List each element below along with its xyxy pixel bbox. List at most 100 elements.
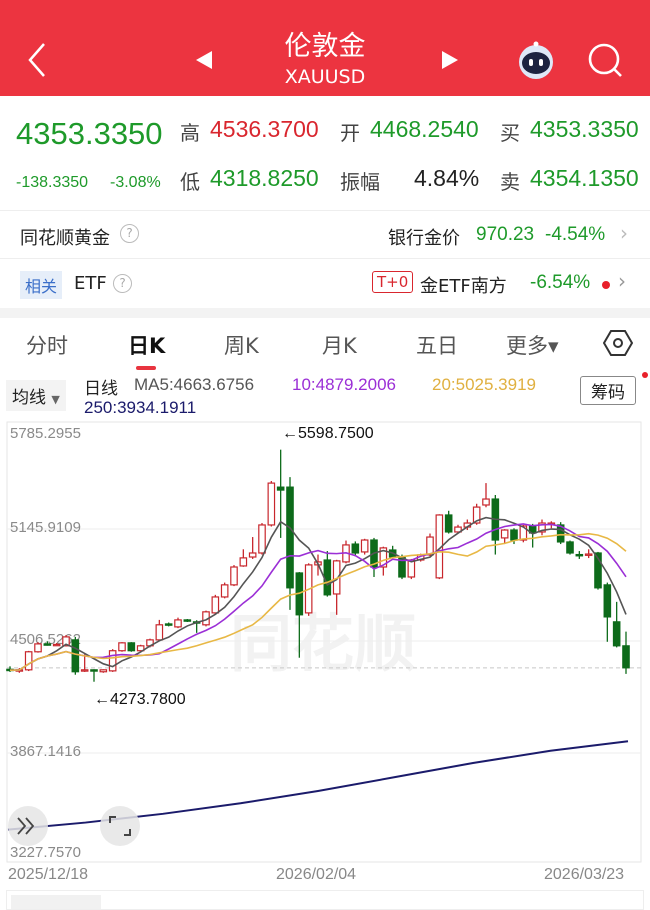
help-icon[interactable]: ? xyxy=(113,274,132,293)
tab-1[interactable]: 日K xyxy=(128,334,166,358)
candle-body xyxy=(566,541,574,554)
candle-body xyxy=(183,619,192,622)
instrument-symbol: XAUUSD xyxy=(284,66,366,88)
chevron-right-icon: › xyxy=(620,221,628,245)
etf-label: ETF xyxy=(74,273,107,294)
fullscreen-icon xyxy=(109,816,131,836)
etf-pct: -6.54% xyxy=(530,272,591,293)
robot-icon[interactable] xyxy=(514,40,558,80)
amplitude-label: 振幅 xyxy=(340,170,380,194)
candle-body xyxy=(118,642,126,652)
candle-body xyxy=(519,525,528,541)
tab-3[interactable]: 月K xyxy=(322,334,357,358)
candle-body xyxy=(164,623,173,626)
next-symbol-icon[interactable] xyxy=(440,50,460,70)
tab-4[interactable]: 五日 xyxy=(416,334,458,358)
t0-badge: T+0 xyxy=(372,271,414,293)
candle-body xyxy=(426,536,434,556)
candle-body xyxy=(62,636,70,647)
candle-body xyxy=(248,552,257,558)
candle-body xyxy=(575,553,584,557)
ma10-line xyxy=(9,523,627,671)
open-label: 开 xyxy=(340,121,360,145)
candle-body xyxy=(556,524,565,543)
last-price: 4353.3350 xyxy=(16,116,163,151)
candle-body xyxy=(71,639,80,673)
instrument-name: 伦敦金 xyxy=(284,31,366,62)
fullscreen-button[interactable] xyxy=(100,806,140,846)
chevron-right-icon: › xyxy=(618,269,626,293)
candle-body xyxy=(220,584,229,598)
ma10-value: 10:4879.2006 xyxy=(292,375,396,394)
high-value: 4536.3700 xyxy=(210,116,319,142)
expand-button[interactable] xyxy=(8,806,48,846)
candle-body xyxy=(43,643,52,646)
candle-body xyxy=(472,506,481,524)
y-tick-label: 3867.1416 xyxy=(10,743,81,760)
candle-body xyxy=(603,584,612,618)
candle-body xyxy=(230,566,238,586)
hexagon-settings-icon[interactable] xyxy=(603,328,633,358)
alert-dot xyxy=(602,281,610,289)
active-tab-indicator xyxy=(136,366,156,370)
ma20-line xyxy=(9,532,627,671)
divider xyxy=(0,308,650,318)
candle-body xyxy=(454,526,462,533)
candle-body xyxy=(239,557,248,567)
tab-2[interactable]: 周K xyxy=(224,334,259,358)
x-tick-label: 2026/03/23 xyxy=(544,866,625,883)
tab-5[interactable]: 更多▾ xyxy=(506,334,559,358)
min-price-annotation: ←4273.7800 xyxy=(94,691,186,708)
high-label: 高 xyxy=(180,121,200,145)
kline-chart[interactable]: 同花顺5785.29555145.91094506.52623867.14163… xyxy=(0,418,650,866)
ma5-line xyxy=(9,516,627,671)
candle-body xyxy=(52,643,61,647)
bank-price-pct: -4.54% xyxy=(545,224,606,245)
candle-body xyxy=(360,539,369,553)
candle-body xyxy=(136,645,145,652)
sell-label: 卖 xyxy=(500,170,520,194)
low-label: 低 xyxy=(180,170,200,194)
candle-body xyxy=(211,596,220,614)
candle-body xyxy=(155,624,164,641)
back-icon[interactable] xyxy=(26,42,48,78)
candle-body xyxy=(500,529,509,539)
chips-button[interactable]: 筹码 xyxy=(580,376,636,405)
gold-row[interactable]: 同花顺黄金 ? 银行金价 970.23 -4.54% › xyxy=(0,210,650,258)
candle-body xyxy=(174,619,182,628)
bank-price-label: 银行金价 xyxy=(388,228,460,249)
x-tick-label: 2025/12/18 xyxy=(8,866,89,883)
x-tick-label: 2026/02/04 xyxy=(276,866,357,883)
watermark-logo: 同花顺 xyxy=(230,607,416,680)
sell-value: 4354.1350 xyxy=(530,165,639,191)
candle-body xyxy=(286,486,294,589)
volume-selector[interactable] xyxy=(11,895,101,909)
period-label: 日线 xyxy=(84,379,118,399)
etf-row[interactable]: 相关 ETF ? T+0 金ETF南方 -6.54% › xyxy=(0,258,650,308)
chart-frame xyxy=(6,421,642,863)
candle-body xyxy=(351,543,360,554)
amplitude-value: 4.84% xyxy=(414,165,480,191)
volume-panel xyxy=(6,890,644,910)
y-tick-label: 5785.2955 xyxy=(10,425,81,442)
buy-label: 买 xyxy=(500,121,520,145)
tab-0[interactable]: 分时 xyxy=(26,334,68,358)
ma5-value: MA5:4663.6756 xyxy=(134,375,255,394)
max-price-annotation: ←5598.7500 xyxy=(282,425,374,442)
price-change: -138.3350 xyxy=(16,174,89,191)
buy-value: 4353.3350 xyxy=(530,116,639,142)
candle-body xyxy=(90,669,98,672)
candle-body xyxy=(24,651,33,671)
candle-body xyxy=(510,529,518,541)
caret-down-icon: ▼ xyxy=(51,393,60,406)
ma-selector[interactable]: 均线 ▼ xyxy=(6,380,66,411)
prev-symbol-icon[interactable] xyxy=(194,50,214,70)
gold-label: 同花顺黄金 xyxy=(20,228,110,249)
help-icon[interactable]: ? xyxy=(120,224,139,243)
candle-body xyxy=(622,645,630,669)
candle-body xyxy=(444,514,453,533)
candle-body xyxy=(482,498,490,506)
candle-body xyxy=(80,669,89,672)
search-icon[interactable] xyxy=(586,42,626,80)
ma250-line xyxy=(7,740,629,831)
